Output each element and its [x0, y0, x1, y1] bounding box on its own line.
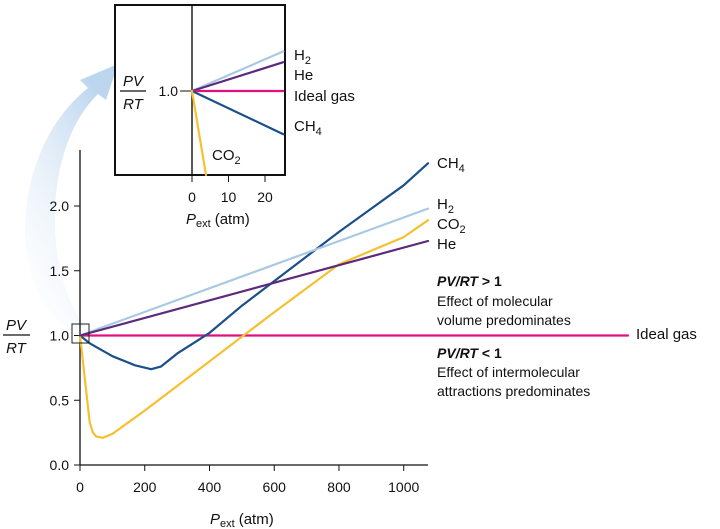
- inset-ylabel-numerator: PV: [123, 73, 145, 90]
- main-xtick-label: 0: [76, 479, 84, 495]
- below-one-line2: attractions predominates: [437, 383, 590, 399]
- inset-xlabel-unit: (atm): [215, 211, 250, 228]
- main-xtick-label: 400: [198, 479, 222, 495]
- main-xtick-label: 1000: [388, 479, 419, 495]
- inset-ylabel-denominator: RT: [123, 96, 145, 113]
- below-one-title: PV/RT < 1: [437, 345, 502, 361]
- main-xlabel: Pext (atm): [210, 511, 274, 529]
- main-series-label-ch4: CH4: [437, 155, 465, 175]
- main-ytick-label: 2.0: [50, 198, 70, 214]
- main-xlabel-unit: (atm): [239, 511, 274, 528]
- inset-series-ch4: [190, 89, 285, 136]
- main-series-label-h2: H2: [437, 196, 454, 216]
- main-ylabel-denominator: RT: [6, 340, 28, 357]
- main-ytick-label: 0.0: [50, 457, 70, 473]
- inset-xlabel: Pext (atm): [186, 211, 250, 230]
- main-ytick-label: 0.5: [50, 392, 70, 408]
- main-series-co2: [78, 219, 430, 439]
- main-series-he: [78, 239, 430, 337]
- inset-ytick-label: 1.0: [159, 83, 179, 99]
- above-one-title-op: > 1: [478, 273, 502, 289]
- inset-xtick-label: 20: [257, 189, 273, 205]
- main-series-label-ideal-gas: Ideal gas: [636, 326, 697, 343]
- main-xtick-label: 200: [133, 479, 157, 495]
- main-series-ch4: [78, 162, 430, 371]
- main-series-h2: [78, 207, 430, 337]
- main-axes: 0.00.51.01.52.00 200 400 600 800 1000: [50, 150, 428, 495]
- inset-xtick-label: 10: [221, 189, 237, 205]
- main-ytick-label: 1.5: [50, 263, 70, 279]
- main-xtick-label: 800: [327, 479, 351, 495]
- inset-xlabel-p: P: [186, 211, 196, 228]
- inset-series-label-h2: H2: [294, 47, 311, 67]
- below-one-title-op: < 1: [478, 345, 502, 361]
- inset-series-h2: [190, 50, 285, 93]
- main-series-label-co2: CO2: [437, 216, 466, 236]
- main-xlabel-sub: ext: [220, 518, 235, 529]
- below-one-line1: Effect of intermolecular: [437, 364, 580, 380]
- inset-series-group: [190, 50, 285, 177]
- above-one-title: PV/RT > 1: [437, 273, 502, 289]
- inset-series-he: [190, 61, 285, 93]
- above-one-line2: volume predominates: [437, 312, 571, 328]
- main-xlabel-p: P: [210, 511, 220, 528]
- above-one-title-ratio: PV/RT: [437, 273, 479, 289]
- zoom-box: [71, 323, 90, 344]
- inset-series-label-co2: CO2: [212, 147, 241, 167]
- main-series-group: [78, 162, 630, 439]
- main-series-label-he: He: [437, 236, 456, 253]
- main-xtick-label: 600: [263, 479, 287, 495]
- inset-series-label-he: He: [294, 67, 313, 84]
- zoom-arrow: [25, 64, 118, 330]
- main-ylabel-numerator: PV: [6, 317, 28, 334]
- inset-series-label-ideal-gas: Ideal gas: [294, 88, 355, 105]
- inset-xtick-label: 0: [188, 189, 196, 205]
- below-one-title-ratio: PV/RT: [437, 345, 479, 361]
- inset-series-co2: [190, 89, 208, 177]
- main-ytick-label: 1.0: [50, 328, 70, 344]
- above-one-line1: Effect of molecular: [437, 293, 553, 309]
- inset-xlabel-sub: ext: [196, 218, 211, 230]
- main-chart: 0.00.51.01.52.00 200 400 600 800 1000 Ideal g…: [3, 150, 697, 529]
- inset-series-label-ch4: CH4: [294, 118, 322, 138]
